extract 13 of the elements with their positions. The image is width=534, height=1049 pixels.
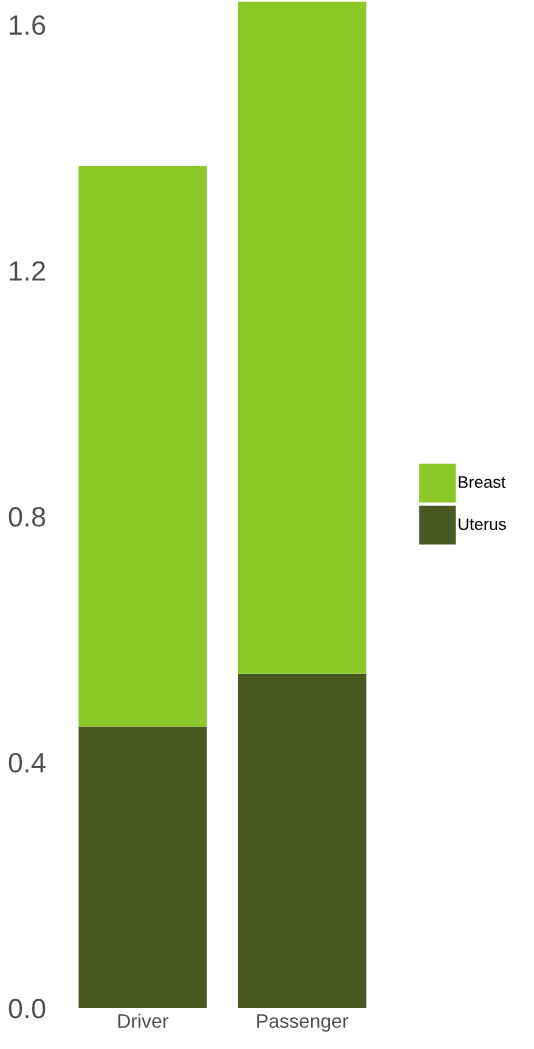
legend-label: Breast — [458, 476, 506, 488]
x-tick-label: Passenger — [257, 1014, 349, 1032]
y-tick-label: 0.4 — [8, 752, 46, 773]
y-tick-label: 0.0 — [8, 998, 46, 1019]
x-tick-label: Driver — [118, 1013, 169, 1028]
bar — [237, 1, 367, 674]
y-tick-label: 0.8 — [8, 507, 46, 527]
y-tick-label: 1.2 — [9, 261, 45, 281]
y-tick-label: 1.6 — [9, 15, 46, 35]
bar — [78, 726, 207, 1009]
legend-label: Uterus — [458, 518, 506, 531]
bar — [237, 673, 367, 1009]
bar — [78, 165, 207, 727]
